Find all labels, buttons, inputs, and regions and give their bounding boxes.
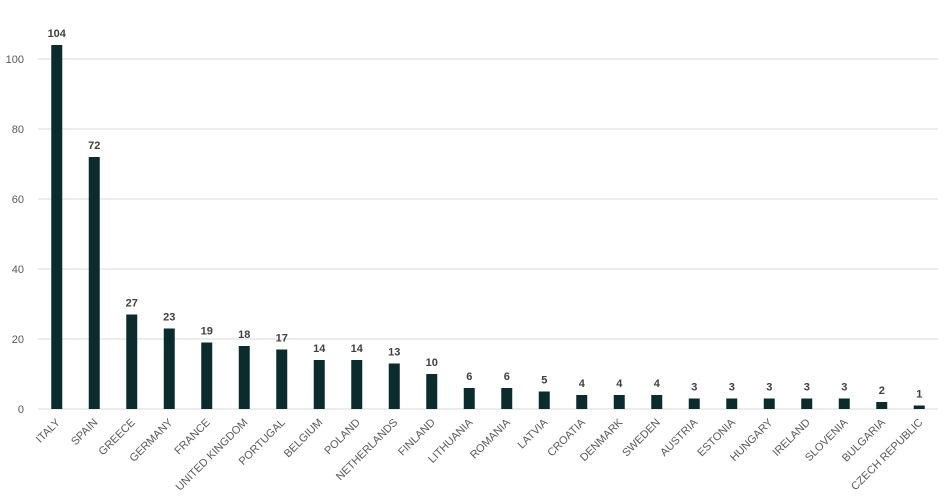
bar: [313, 360, 325, 409]
value-label: 18: [238, 329, 250, 341]
bar: [126, 314, 138, 409]
bar: [763, 398, 775, 409]
y-tick-label: 60: [12, 194, 24, 206]
bar: [538, 391, 550, 409]
value-label: 4: [616, 378, 623, 390]
value-label: 104: [48, 28, 67, 40]
value-label: 4: [654, 378, 661, 390]
bar: [838, 398, 850, 409]
y-tick-label: 0: [18, 404, 24, 416]
x-tick-label: CZECH REPUBLIC: [849, 417, 925, 493]
x-tick-label: LATVIA: [516, 416, 551, 451]
bar: [351, 360, 363, 409]
value-label: 14: [351, 343, 364, 355]
y-tick-label: 100: [6, 54, 24, 66]
bar: [276, 349, 288, 409]
bar: [88, 157, 100, 409]
value-label: 3: [691, 382, 697, 394]
bar: [201, 342, 213, 409]
x-tick-label: ITALY: [34, 416, 63, 445]
bar: [726, 398, 738, 409]
bar: [388, 363, 400, 409]
value-label: 17: [276, 333, 288, 345]
value-label: 10: [426, 357, 438, 369]
bar: [613, 395, 625, 409]
bar: [51, 45, 63, 409]
value-label: 3: [729, 382, 735, 394]
bar: [913, 405, 925, 409]
x-tick-label: BELGIUM: [282, 417, 325, 460]
value-label: 3: [841, 382, 847, 394]
bar: [688, 398, 700, 409]
bar: [876, 402, 888, 409]
value-label: 14: [313, 343, 326, 355]
value-label: 13: [388, 347, 400, 359]
x-tick-label: ROMANIA: [468, 416, 513, 461]
x-tick-label: SPAIN: [69, 417, 100, 448]
bar: [501, 388, 513, 409]
bar: [651, 395, 663, 409]
value-label: 3: [804, 382, 810, 394]
x-tick-label: SWEDEN: [620, 417, 663, 460]
bar: [238, 346, 250, 409]
value-label: 3: [766, 382, 772, 394]
value-label: 4: [579, 378, 586, 390]
value-label: 72: [88, 140, 100, 152]
bar: [801, 398, 813, 409]
value-label: 23: [163, 312, 175, 324]
value-label: 2: [879, 385, 885, 397]
value-label: 6: [466, 371, 472, 383]
y-tick-label: 20: [12, 334, 24, 346]
bar: [426, 374, 438, 409]
x-tick-label: UNITED KINGDOM: [174, 417, 251, 494]
value-label: 27: [126, 298, 138, 310]
y-tick-label: 40: [12, 264, 24, 276]
x-tick-label: AUSTRIA: [658, 416, 701, 459]
bar: [576, 395, 588, 409]
value-label: 6: [504, 371, 510, 383]
bar: [463, 388, 475, 409]
bar: [163, 328, 175, 409]
value-label: 1: [916, 389, 922, 401]
y-tick-label: 80: [12, 124, 24, 136]
value-label: 5: [541, 375, 547, 387]
value-label: 19: [201, 326, 213, 338]
